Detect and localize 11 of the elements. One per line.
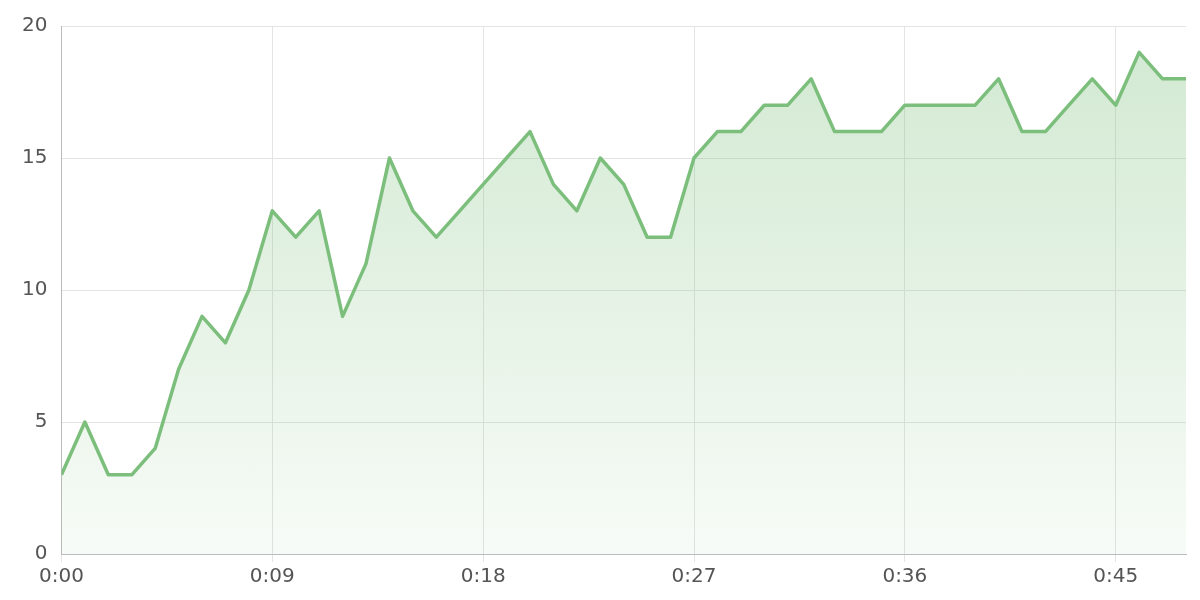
y-tick-label: 0 bbox=[34, 540, 48, 565]
x-tick-label: 0:45 bbox=[1093, 563, 1139, 588]
x-tick-label: 0:18 bbox=[460, 563, 506, 588]
y-tick-label: 20 bbox=[22, 12, 48, 37]
x-tick-label: 0:27 bbox=[671, 563, 717, 588]
x-tick-label: 0:09 bbox=[249, 563, 295, 588]
y-tick-label: 5 bbox=[34, 408, 48, 433]
x-tick-label: 0:36 bbox=[882, 563, 928, 588]
y-tick-label: 10 bbox=[22, 276, 48, 301]
y-tick-label: 15 bbox=[22, 144, 48, 169]
x-tick-label: 0:00 bbox=[38, 563, 84, 588]
